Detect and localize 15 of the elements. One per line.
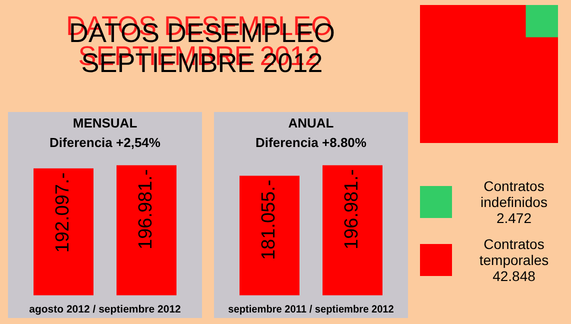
chart-subtitle: Diferencia +8.80% xyxy=(256,134,367,150)
data-label: 196.981.- xyxy=(136,169,157,250)
data-label: 42.848 xyxy=(492,268,536,284)
data-label: 192.097.- xyxy=(52,172,74,253)
data-label: 2.472 xyxy=(496,210,532,226)
text: DATOS DESEMPLEO SEPTIEMBRE 2012 xyxy=(68,18,336,78)
x-axis-title: agosto 2012 / septiembre 2012 xyxy=(29,304,182,316)
chart-title: MENSUAL xyxy=(72,115,138,130)
category-label: Contratos temporales xyxy=(479,236,549,268)
data-label: 196.981.- xyxy=(342,169,363,250)
category-label: Contratos indefinidos xyxy=(480,178,548,210)
chart-title: ANUAL xyxy=(288,115,334,130)
data-label: 181.055.- xyxy=(258,180,280,260)
x-axis-title: septiembre 2011 / septiembre 2012 xyxy=(228,304,394,316)
chart-subtitle: Diferencia +2,54% xyxy=(50,134,161,150)
